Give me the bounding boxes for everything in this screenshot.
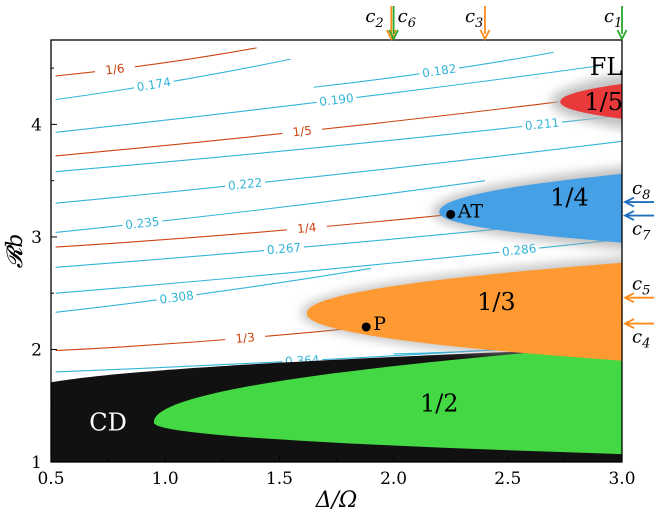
region-label-fl: FL bbox=[590, 53, 623, 81]
region-quarter bbox=[439, 173, 622, 243]
arrow-head-c4 bbox=[622, 318, 635, 329]
contour-label: 0.190 bbox=[319, 91, 355, 109]
contour-label: 0.182 bbox=[421, 62, 457, 81]
contour-label: 0.211 bbox=[524, 115, 560, 133]
contour-label-bg bbox=[418, 61, 461, 81]
contour-line-0_235 bbox=[55, 180, 486, 233]
contour-label: 0.222 bbox=[227, 175, 263, 193]
contour-label-bg bbox=[155, 287, 198, 307]
contour-label: 0.235 bbox=[125, 214, 161, 232]
region-label-fifth: 1/5 bbox=[584, 88, 623, 116]
contour-line-0_174 bbox=[55, 58, 291, 101]
region-label-half: 1/2 bbox=[420, 389, 459, 417]
region-label-third: 1/3 bbox=[477, 288, 516, 316]
x-tick-label: 1.0 bbox=[152, 469, 179, 489]
arrow-label-c2: c2 bbox=[365, 6, 383, 31]
contour-line-0_222 bbox=[55, 140, 622, 204]
contour-label: 1/6 bbox=[105, 61, 126, 77]
marker-point-p bbox=[361, 322, 371, 332]
arrow-head-c5 bbox=[622, 292, 635, 304]
contour-line-0_308 bbox=[55, 267, 371, 313]
contour-label-bg bbox=[498, 241, 540, 260]
arrow-label-c5: c5 bbox=[632, 274, 650, 299]
contour-label: 0.267 bbox=[266, 240, 301, 257]
contour-label-bg bbox=[286, 219, 328, 237]
contour-label-bg bbox=[315, 90, 358, 110]
region-label-cd: CD bbox=[89, 409, 127, 437]
y-tick-label: 3 bbox=[31, 228, 42, 248]
marker-label-at: AT bbox=[457, 200, 484, 222]
contour-label-bg bbox=[521, 115, 563, 134]
contour-label: 0.286 bbox=[501, 241, 537, 259]
y-axis-label: 𝓡b bbox=[3, 234, 28, 269]
annotation-arrows: c1 c2 c6 c3 c8 c7 c5 c4 bbox=[365, 6, 654, 352]
arrow-label-c6: c6 bbox=[398, 6, 416, 31]
arrow-head-c7 bbox=[622, 210, 635, 221]
region-half bbox=[153, 345, 622, 455]
contour-label-bg bbox=[224, 175, 266, 194]
y-tick-label: 1 bbox=[31, 453, 42, 473]
arrow-head-c3 bbox=[479, 29, 491, 42]
contour-line-0_286 bbox=[55, 238, 622, 294]
marker-point-at bbox=[446, 209, 456, 219]
contour-line-1-6 bbox=[55, 47, 257, 77]
x-tick-label: 1.5 bbox=[266, 469, 293, 489]
arrow-label-c4: c4 bbox=[632, 327, 650, 352]
region-third bbox=[306, 262, 622, 361]
contour-line-1-4 bbox=[55, 213, 451, 248]
arrow-head-c1 bbox=[616, 29, 628, 42]
plot-area: 1/6 0.174 0.182 0.190 1/5 0.211 0.222 0.235 1/4 0… bbox=[51, 47, 623, 462]
marker-label-p: P bbox=[373, 313, 386, 335]
contour-label-bg bbox=[263, 240, 305, 258]
x-tick-label: 3.0 bbox=[608, 469, 635, 489]
region-fifth bbox=[560, 83, 622, 119]
contour-label-bg bbox=[132, 74, 175, 95]
arrow-label-c3: c3 bbox=[465, 6, 483, 31]
contour-label-bg bbox=[121, 214, 163, 233]
arrow-head-c6 bbox=[388, 29, 399, 42]
contour-label: 1/3 bbox=[235, 330, 255, 346]
contour-label: 0.308 bbox=[159, 288, 195, 306]
x-axis-label: Δ/Ω bbox=[315, 488, 358, 512]
arrow-label-c1: c1 bbox=[604, 6, 622, 31]
contour-label: 0.174 bbox=[136, 75, 172, 94]
contour-line-1-3 bbox=[55, 326, 367, 352]
contour-label-bg bbox=[224, 329, 266, 347]
contour-label-bg bbox=[281, 122, 323, 141]
arrow-label-c8: c8 bbox=[632, 178, 650, 203]
contour-label: 1/5 bbox=[292, 123, 313, 139]
y-tick-label: 2 bbox=[31, 340, 42, 360]
x-tick-label: 2.5 bbox=[494, 469, 521, 489]
arrow-head-c8 bbox=[622, 196, 635, 208]
region-label-quarter: 1/4 bbox=[550, 184, 589, 212]
contour-label-bg bbox=[94, 59, 136, 79]
x-tick-label: 0.5 bbox=[37, 469, 64, 489]
arrow-label-c7: c7 bbox=[632, 219, 651, 244]
contour-label: 1/4 bbox=[297, 220, 317, 236]
x-tick-label: 2.0 bbox=[380, 469, 407, 489]
axes: 0.5 1.0 1.5 2.0 2.5 3.0 1 2 3 4 bbox=[31, 67, 636, 489]
y-tick-label: 4 bbox=[31, 115, 42, 135]
